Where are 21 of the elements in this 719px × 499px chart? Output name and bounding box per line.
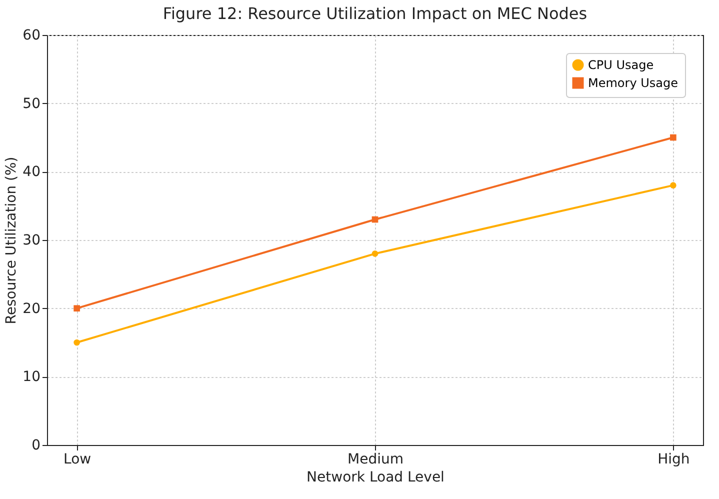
point [372, 216, 378, 223]
legend-label: CPU Usage [588, 58, 654, 72]
chart-title: Figure 12: Resource Utilization Impact on MEC Nodes [162, 4, 588, 23]
y-tick-label: 30 [22, 232, 40, 248]
x-tick-label: Medium [348, 452, 404, 468]
y-tick-label: 10 [22, 369, 40, 386]
y-tick-label: 40 [22, 164, 40, 180]
y-tick-label: 60 [22, 28, 40, 44]
point [74, 305, 80, 312]
y-tick-label: 20 [22, 300, 40, 317]
legend-label: Memory Usage [588, 76, 678, 90]
point [670, 182, 676, 188]
y-axis-title: Resource Utilization (%) [4, 156, 20, 324]
x-tick-label: Low [64, 452, 92, 468]
x-axis-title: Network Load Level [306, 470, 444, 486]
point [74, 339, 80, 346]
point [670, 134, 676, 141]
y-tick-label: 50 [22, 96, 40, 112]
x-tick-label: High [658, 452, 690, 468]
point [372, 250, 378, 257]
y-tick-label: 0 [32, 438, 40, 454]
